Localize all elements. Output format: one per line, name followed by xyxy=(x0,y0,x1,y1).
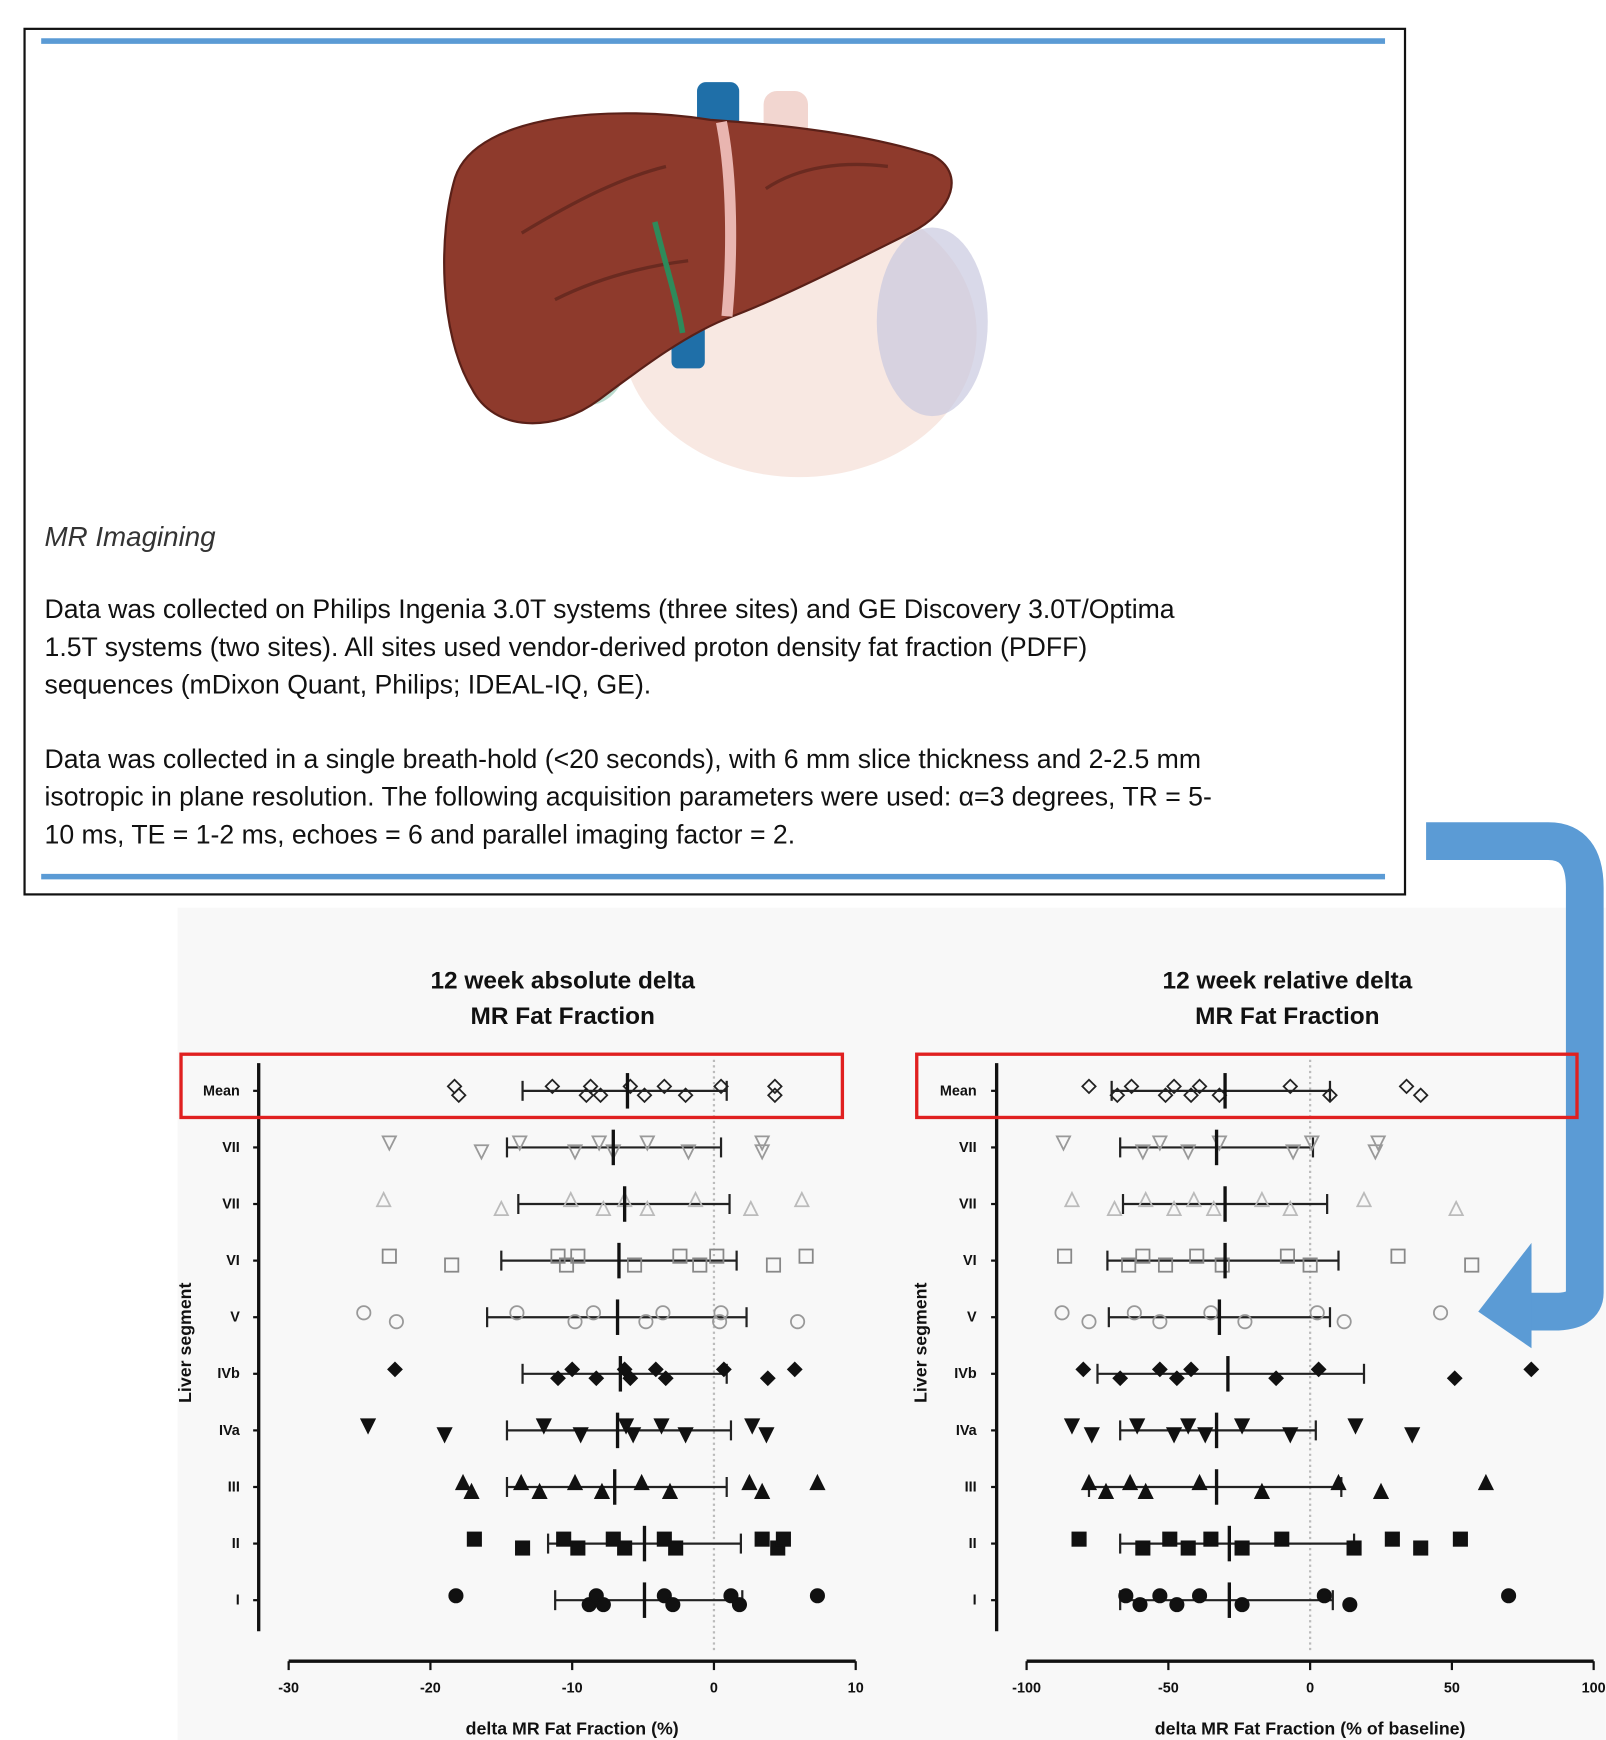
point xyxy=(1414,1541,1427,1554)
paragraph-line: 1.5T systems (two sites). All sites used… xyxy=(45,632,1088,662)
point xyxy=(1318,1589,1331,1602)
point xyxy=(618,1541,631,1554)
point xyxy=(777,1532,790,1545)
point xyxy=(516,1541,529,1554)
x-tick-label: 100 xyxy=(1582,1680,1606,1696)
point xyxy=(1343,1598,1356,1611)
row-label: VII xyxy=(222,1140,240,1156)
row-label: VI xyxy=(226,1253,240,1269)
row-label: II xyxy=(969,1536,977,1552)
point xyxy=(1170,1598,1183,1611)
point xyxy=(1133,1598,1146,1611)
row-label: Mean xyxy=(940,1083,977,1099)
point xyxy=(1072,1532,1085,1545)
chart-title: MR Fat Fraction xyxy=(1195,1003,1379,1030)
row-label: V xyxy=(230,1310,240,1326)
x-tick-label: 10 xyxy=(848,1680,864,1696)
row-label: VII xyxy=(222,1196,240,1212)
x-tick-label: -50 xyxy=(1158,1680,1179,1696)
paragraph-line: Data was collected in a single breath-ho… xyxy=(45,744,1202,774)
point xyxy=(571,1541,584,1554)
x-tick-label: -10 xyxy=(562,1680,583,1696)
x-tick-label: -20 xyxy=(420,1680,441,1696)
point xyxy=(449,1589,462,1602)
paragraph-line: 10 ms, TE = 1-2 ms, echoes = 6 and paral… xyxy=(45,819,796,849)
row-label: IVb xyxy=(217,1366,240,1382)
x-tick-label: -30 xyxy=(278,1680,299,1696)
row-label: II xyxy=(232,1536,240,1552)
point xyxy=(811,1589,824,1602)
point xyxy=(1204,1532,1217,1545)
row-label: V xyxy=(967,1310,977,1326)
row-label: VII xyxy=(959,1196,977,1212)
chart-title: 12 week relative delta xyxy=(1163,968,1413,995)
point xyxy=(1193,1589,1206,1602)
x-tick-label: -100 xyxy=(1012,1680,1041,1696)
row-label: I xyxy=(236,1593,240,1609)
chart-panel xyxy=(178,908,1606,1740)
paragraph-line: Data was collected on Philips Ingenia 3.… xyxy=(45,594,1175,624)
row-label: IVa xyxy=(956,1423,978,1439)
chart-title: 12 week absolute delta xyxy=(430,968,695,995)
point xyxy=(755,1532,768,1545)
point xyxy=(1153,1589,1166,1602)
point xyxy=(1386,1532,1399,1545)
page: MR Imagining Data was collected on Phili… xyxy=(0,0,1606,1740)
row-label: VII xyxy=(959,1140,977,1156)
point xyxy=(1347,1541,1360,1554)
chart-title: MR Fat Fraction xyxy=(471,1003,655,1030)
section-heading: MR Imagining xyxy=(45,521,217,552)
x-tick-label: 0 xyxy=(1306,1680,1314,1696)
point xyxy=(1454,1532,1467,1545)
point xyxy=(1502,1589,1515,1602)
y-axis-title: Liver segment xyxy=(911,1282,931,1402)
point xyxy=(1275,1532,1288,1545)
x-tick-label: 50 xyxy=(1444,1680,1460,1696)
point xyxy=(669,1541,682,1554)
point xyxy=(597,1598,610,1611)
point xyxy=(1136,1541,1149,1554)
x-axis-title: delta MR Fat Fraction (% of baseline) xyxy=(1155,1718,1466,1738)
point xyxy=(1182,1541,1195,1554)
point xyxy=(733,1598,746,1611)
row-label: III xyxy=(965,1479,977,1495)
point xyxy=(1235,1598,1248,1611)
row-label: IVa xyxy=(219,1423,241,1439)
point xyxy=(1119,1589,1132,1602)
x-axis-title: delta MR Fat Fraction (%) xyxy=(466,1718,679,1738)
point xyxy=(557,1532,570,1545)
point xyxy=(468,1532,481,1545)
row-label: IVb xyxy=(954,1366,977,1382)
y-axis-title: Liver segment xyxy=(175,1282,195,1402)
point xyxy=(666,1598,679,1611)
paragraph-line: sequences (mDixon Quant, Philips; IDEAL-… xyxy=(45,670,652,700)
paragraph-line: isotropic in plane resolution. The follo… xyxy=(45,782,1212,812)
row-label: III xyxy=(228,1479,240,1495)
row-label: Mean xyxy=(203,1083,240,1099)
row-label: VI xyxy=(963,1253,977,1269)
point xyxy=(1235,1541,1248,1554)
row-label: I xyxy=(973,1593,977,1609)
point xyxy=(1163,1532,1176,1545)
x-tick-label: 0 xyxy=(710,1680,718,1696)
